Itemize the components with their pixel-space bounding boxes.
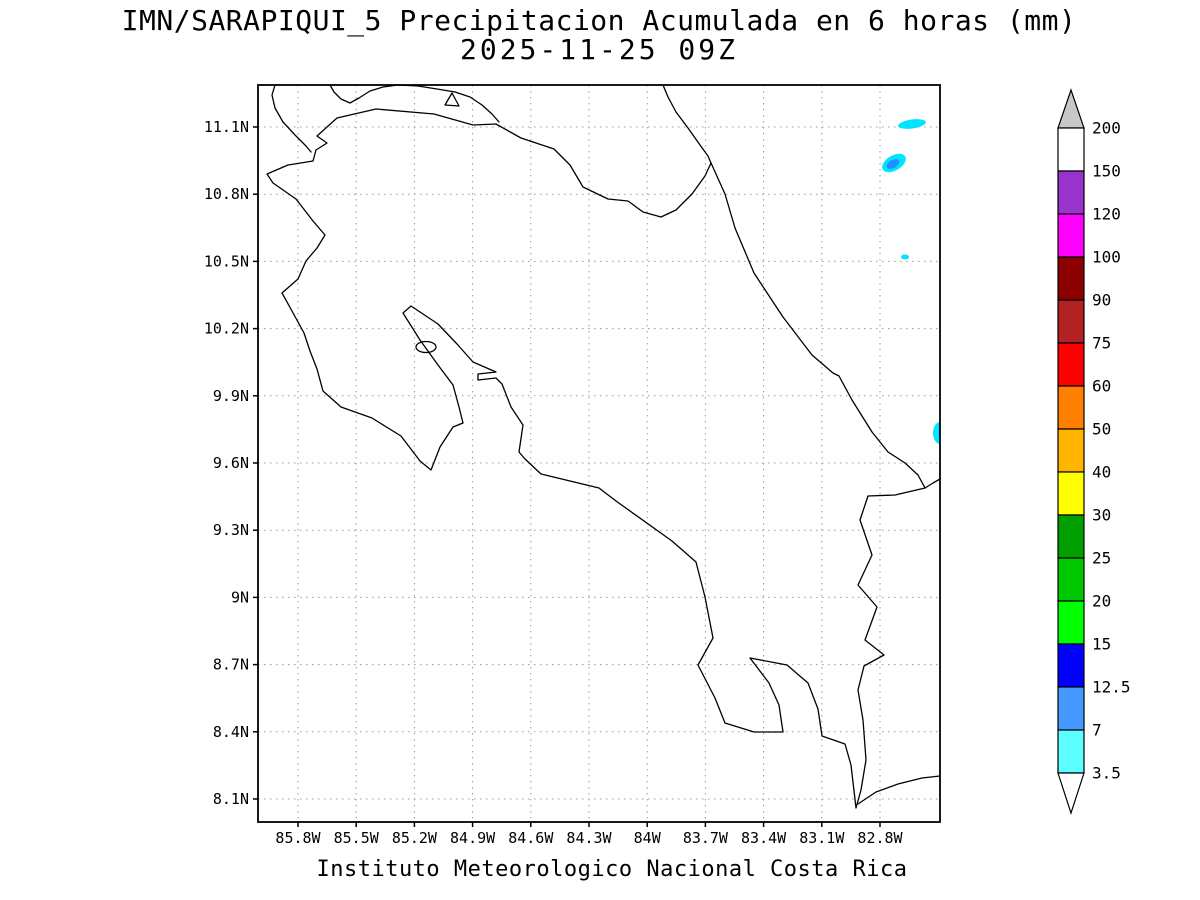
coastline-panama-pacific bbox=[857, 775, 940, 805]
lake-island bbox=[444, 92, 460, 107]
colorbar-tick-label: 3.5 bbox=[1092, 764, 1121, 783]
colorbar-segment bbox=[1057, 170, 1085, 215]
colorbar-tick-label: 200 bbox=[1092, 119, 1121, 138]
colorbar-tick-label: 100 bbox=[1092, 248, 1121, 267]
colorbar-tick-label: 40 bbox=[1092, 463, 1111, 482]
lat-tick-label: 8.4N bbox=[213, 723, 249, 741]
colorbar-segment bbox=[1057, 428, 1085, 473]
colorbar: 200 150 120 100 90 75 60 50 40 30 25 20 15 12.5 7 3.5 bbox=[1057, 88, 1131, 815]
coastline-lake-nicaragua bbox=[329, 85, 500, 123]
lat-tick-label: 9.3N bbox=[213, 521, 249, 539]
colorbar-segment bbox=[1057, 643, 1085, 688]
precip-cell-small bbox=[901, 254, 909, 260]
chira-island bbox=[415, 340, 437, 354]
lat-tick-label: 8.7N bbox=[213, 656, 249, 674]
plot-subtitle-datetime: 2025-11-25 09Z bbox=[460, 33, 738, 66]
colorbar-segment bbox=[1057, 213, 1085, 258]
institution-caption: Instituto Meteorologico Nacional Costa R… bbox=[316, 857, 907, 882]
lat-tick-label: 10.8N bbox=[204, 185, 249, 203]
colorbar-labels: 200 150 120 100 90 75 60 50 40 30 25 20 15 12.5 7 3.5 bbox=[1092, 119, 1131, 783]
map-frame bbox=[257, 84, 941, 823]
colorbar-tick-label: 12.5 bbox=[1092, 678, 1131, 697]
lat-tick-label: 11.1N bbox=[204, 118, 249, 136]
lon-tick-label: 85.8W bbox=[275, 829, 321, 847]
colorbar-segment bbox=[1057, 127, 1085, 172]
lat-tick-label: 8.1N bbox=[213, 790, 249, 808]
colorbar-segment bbox=[1057, 299, 1085, 344]
colorbar-segment bbox=[1057, 557, 1085, 602]
lon-tick-label: 83.7W bbox=[683, 829, 729, 847]
coastline-costa-rica bbox=[266, 108, 926, 809]
colorbar-segment bbox=[1057, 600, 1085, 645]
colorbar-segment bbox=[1057, 385, 1085, 430]
colorbar-tick-label: 20 bbox=[1092, 592, 1111, 611]
lat-tick-label: 10.5N bbox=[204, 252, 249, 270]
colorbar-segment bbox=[1057, 686, 1085, 731]
colorbar-segment bbox=[1057, 471, 1085, 516]
precip-cell-east-edge bbox=[933, 422, 940, 444]
lon-tick-label: 83.4W bbox=[741, 829, 787, 847]
colorbar-tick-label: 50 bbox=[1092, 420, 1111, 439]
coastline-panama-caribbean bbox=[924, 478, 940, 489]
colorbar-tick-label: 60 bbox=[1092, 377, 1111, 396]
lon-tick-label: 83.1W bbox=[799, 829, 845, 847]
colorbar-arrow-above-max bbox=[1057, 88, 1085, 129]
colorbar-tick-label: 120 bbox=[1092, 205, 1121, 224]
lon-tick-label: 85.5W bbox=[334, 829, 380, 847]
colorbar-segment bbox=[1057, 514, 1085, 559]
precip-cell-offshore-core bbox=[886, 159, 900, 169]
coastline-nicaragua-pacific bbox=[271, 85, 312, 153]
plot-title: IMN/SARAPIQUI_5 Precipitacion Acumulada … bbox=[122, 4, 1077, 38]
lon-tick-label: 84.9W bbox=[450, 829, 496, 847]
gridlines bbox=[258, 85, 940, 822]
colorbar-tick-label: 75 bbox=[1092, 334, 1111, 353]
colorbar-segments bbox=[1057, 127, 1085, 774]
colorbar-tick-label: 7 bbox=[1092, 721, 1102, 740]
colorbar-tick-label: 15 bbox=[1092, 635, 1111, 654]
map-layer bbox=[266, 85, 940, 809]
lat-tick-label: 9.9N bbox=[213, 387, 249, 405]
colorbar-segment bbox=[1057, 342, 1085, 387]
colorbar-tick-label: 25 bbox=[1092, 549, 1111, 568]
lon-tick-label: 84.6W bbox=[508, 829, 554, 847]
colorbar-segment bbox=[1057, 256, 1085, 301]
lon-tick-label: 85.2W bbox=[392, 829, 438, 847]
precip-cell-north bbox=[898, 119, 926, 129]
colorbar-tick-label: 150 bbox=[1092, 162, 1121, 181]
lon-tick-label: 84W bbox=[634, 829, 662, 847]
lat-tick-label: 9N bbox=[231, 588, 249, 606]
lat-tick-label: 9.6N bbox=[213, 454, 249, 472]
colorbar-arrow-below-min bbox=[1057, 772, 1085, 815]
lon-tick-label: 84.3W bbox=[566, 829, 612, 847]
colorbar-tick-label: 30 bbox=[1092, 506, 1111, 525]
lon-tick-label: 82.8W bbox=[857, 829, 903, 847]
lat-tick-label: 10.2N bbox=[204, 320, 249, 338]
axis-labels: 85.8W 85.5W 85.2W 84.9W 84.6W 84.3W 84W 83.7W 83… bbox=[204, 118, 904, 847]
colorbar-segment bbox=[1057, 729, 1085, 774]
colorbar-tick-label: 90 bbox=[1092, 291, 1111, 310]
coastline-nicaragua-caribbean bbox=[662, 85, 712, 164]
axis-ticks bbox=[253, 126, 881, 827]
